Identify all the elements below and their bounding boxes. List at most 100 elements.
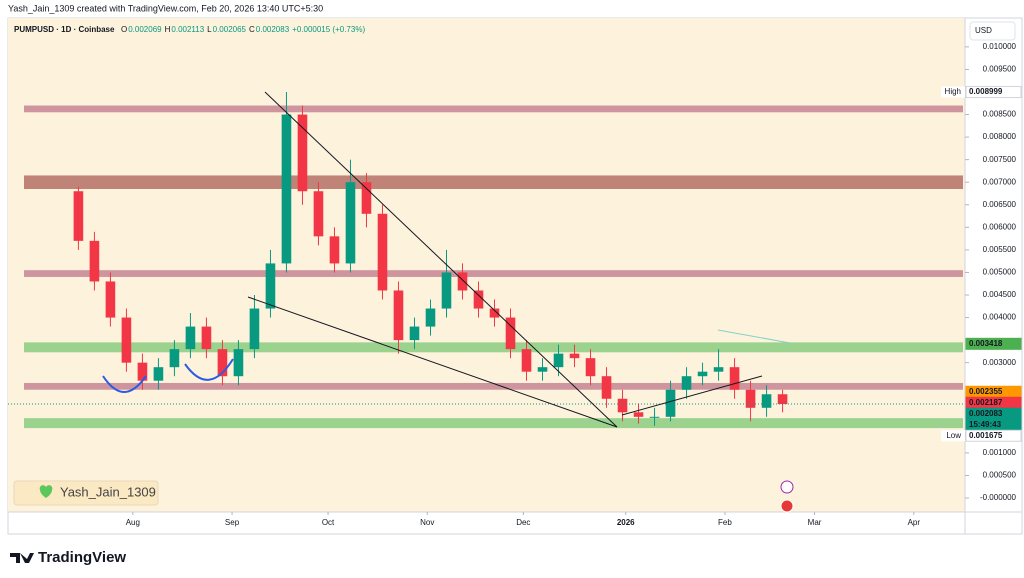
x-tick-label: Aug [126, 518, 140, 527]
candle-body [681, 376, 692, 390]
candle-body [585, 358, 596, 377]
candle-body [345, 182, 356, 264]
y-tick-label: 0.006500 [983, 200, 1017, 209]
candle-body [553, 353, 564, 368]
candle-body [713, 367, 724, 372]
badge-tag-box [941, 430, 965, 442]
price-badge-label: 0.002083 [969, 409, 1003, 418]
candle-body [617, 398, 628, 413]
plot-background [8, 18, 965, 512]
candle-body [489, 308, 500, 318]
x-tick-label: Dec [516, 518, 530, 527]
legend-item: +0.000015 (+0.73%) [292, 25, 365, 34]
ohlc-legend: O0.002069 H0.002113 L0.002065 C0.002083 +0.0… [121, 25, 365, 34]
symbol: PUMPUSD · 1D · Coinbase [14, 25, 115, 34]
candle-body [505, 317, 516, 350]
ray-line [717, 329, 791, 344]
y-tick-label: 0.003000 [983, 358, 1017, 367]
candle-body [697, 371, 708, 377]
candle-body [329, 236, 340, 264]
currency: USD [975, 26, 992, 35]
y-tick-label: 0.000500 [983, 471, 1017, 480]
y-tick-label: 0.005000 [983, 268, 1017, 277]
logo: TradingView [38, 549, 126, 566]
event-icon[interactable] [780, 480, 794, 494]
candle-body [473, 290, 484, 309]
candle-body [761, 394, 772, 408]
price-badge-label: 0.008999 [969, 87, 1003, 96]
price-badge-label: 0.002187 [969, 398, 1003, 407]
x-tick-label: Apr [908, 518, 921, 527]
candle-body [537, 367, 548, 372]
candle-body [569, 353, 580, 359]
x-tick-label: Mar [808, 518, 822, 527]
y-tick-label: 0.010000 [983, 42, 1017, 51]
price-badge [965, 337, 1022, 350]
candle-body [649, 416, 660, 418]
heart-icon [39, 485, 53, 498]
zone [24, 175, 963, 189]
credit-line: Yash_Jain_1309 created with TradingView.… [8, 3, 323, 13]
price-axis: 0.010000 0.009500 0.008500 0.008000 0.007500… [126, 42, 1017, 527]
legend-item: 0.002065 [213, 25, 247, 34]
candle-body [233, 349, 244, 377]
y-tick-label: 0.001000 [983, 448, 1017, 457]
candle-body [441, 272, 452, 309]
legend-item: H [165, 25, 171, 34]
price-badge-label: 0.002355 [969, 387, 1003, 396]
price-badge-label: 0.003418 [969, 339, 1003, 348]
legend-item: L [207, 25, 212, 34]
y-tick-label: 0.008000 [983, 132, 1017, 141]
candle-body [633, 412, 644, 417]
candle-body [777, 394, 788, 405]
x-tick-label: Feb [718, 518, 732, 527]
legend-item: 0.002083 [256, 25, 290, 34]
candle-body [665, 389, 676, 417]
candle-body [409, 326, 420, 341]
candle-body [393, 290, 404, 341]
candle-body [521, 349, 532, 372]
trend-line [621, 375, 763, 416]
legend-item: O [121, 25, 127, 34]
y-tick-label: 0.009500 [983, 65, 1017, 74]
candle-body [153, 367, 164, 381]
candle-body [457, 272, 468, 291]
candle-body [601, 376, 612, 399]
badge-tag: Low [946, 431, 961, 440]
candle-body [425, 308, 436, 327]
price-badge-label: 0.001675 [969, 431, 1003, 440]
candle-body [201, 326, 212, 350]
legend-item: 0.002113 [171, 25, 204, 34]
flag-icon[interactable] [780, 499, 794, 513]
logo-icon [10, 553, 34, 563]
y-tick-label: 0.007500 [983, 155, 1017, 164]
candle-body [217, 349, 228, 377]
legend-item: C [249, 25, 255, 34]
y-tick-label: 0.005500 [983, 245, 1017, 254]
trend-line [264, 91, 618, 428]
price-badges: 0.008999 High 0.003418 0.002355 0.002187 0.00… [941, 86, 1022, 442]
y-tick-label: 0.007000 [983, 177, 1017, 186]
candle-body [169, 349, 180, 368]
zones [24, 105, 963, 429]
candle-body [137, 362, 148, 381]
price-badge [965, 86, 1022, 99]
candle-body [249, 308, 260, 350]
y-tick-label: 0.006000 [983, 222, 1017, 231]
candle-body [73, 191, 84, 241]
x-tick-label: Oct [322, 518, 335, 527]
candles [8, 91, 965, 426]
price-badge [965, 429, 1022, 442]
candle-body [185, 326, 196, 350]
x-tick-label: Nov [420, 518, 434, 527]
zone [24, 342, 963, 353]
y-tick-label: 0.008500 [983, 110, 1017, 119]
currency-box[interactable] [969, 21, 1016, 41]
legend-item: 0.002069 [128, 25, 162, 34]
zone [24, 382, 963, 390]
candle-body [297, 114, 308, 192]
watermark: Yash_Jain_1309 [60, 484, 156, 499]
trend-line [247, 296, 618, 428]
zone [24, 418, 963, 429]
